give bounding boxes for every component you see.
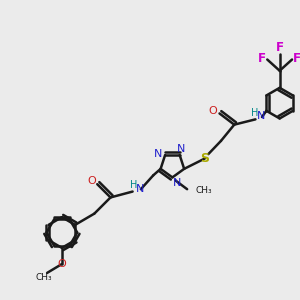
Text: N: N xyxy=(136,184,144,194)
Text: N: N xyxy=(257,111,266,122)
Text: O: O xyxy=(209,106,218,116)
Text: F: F xyxy=(258,52,266,64)
Text: H: H xyxy=(130,180,137,190)
Text: O: O xyxy=(87,176,96,186)
Text: CH₃: CH₃ xyxy=(196,186,213,195)
Text: N: N xyxy=(172,178,181,188)
Text: N: N xyxy=(154,148,162,158)
Text: N: N xyxy=(177,143,185,154)
Text: S: S xyxy=(200,152,209,165)
Text: F: F xyxy=(276,41,283,54)
Text: O: O xyxy=(58,259,66,269)
Text: H: H xyxy=(251,108,259,118)
Text: CH₃: CH₃ xyxy=(35,273,52,282)
Text: F: F xyxy=(293,52,300,64)
